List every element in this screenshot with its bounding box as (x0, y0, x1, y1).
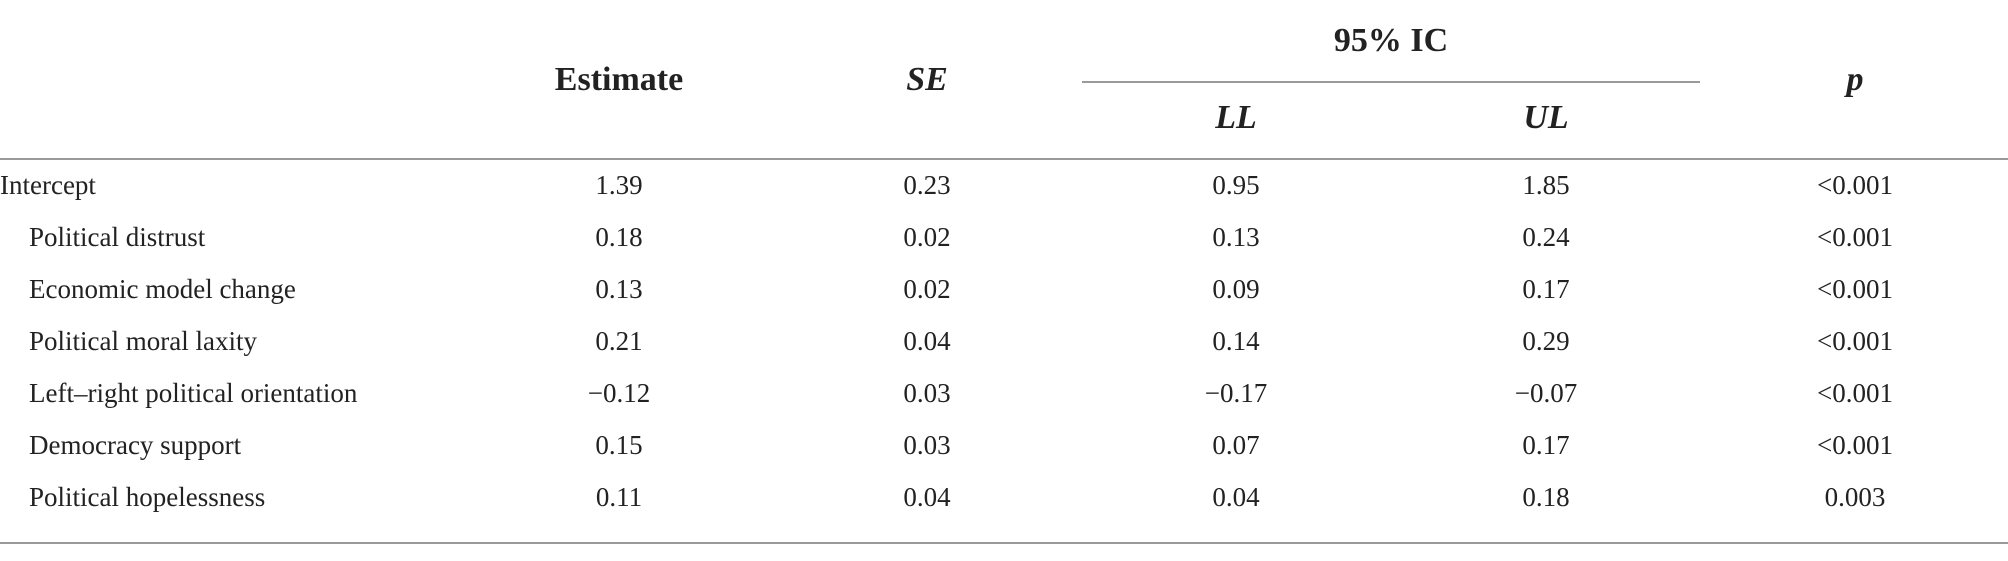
cell-se: 0.23 (903, 170, 951, 200)
cell-se: 0.03 (903, 378, 951, 408)
cell-estimate: −0.12 (587, 378, 651, 408)
table-bottom-rule (0, 542, 2008, 544)
row-label: Political distrust (29, 222, 206, 252)
cell-ul: −0.07 (1514, 378, 1578, 408)
cell-ll: 0.13 (1212, 222, 1260, 252)
cell-estimate: 0.18 (595, 222, 643, 252)
cell-ul: 0.24 (1522, 222, 1570, 252)
header-ll: LL (1215, 99, 1257, 136)
cell-se: 0.02 (903, 222, 951, 252)
header-ci-group: 95% IC (1333, 22, 1449, 59)
cell-ll: 0.14 (1212, 326, 1260, 356)
table-row: Democracy support 0.15 0.03 0.07 0.17 <0… (0, 419, 2008, 471)
cell-ll: 0.95 (1212, 170, 1260, 200)
cell-ll: 0.04 (1212, 482, 1260, 512)
table-row: Political distrust 0.18 0.02 0.13 0.24 <… (0, 211, 2008, 263)
cell-ll: 0.09 (1212, 274, 1260, 304)
table-row: Intercept 1.39 0.23 0.95 1.85 <0.001 (0, 159, 2008, 211)
cell-se: 0.04 (903, 326, 951, 356)
table-row: Political hopelessness 0.11 0.04 0.04 0.… (0, 471, 2008, 523)
cell-ll: 0.07 (1212, 430, 1260, 460)
cell-se: 0.04 (903, 482, 951, 512)
cell-p: <0.001 (1817, 170, 1893, 200)
cell-ul: 0.18 (1522, 482, 1570, 512)
row-label: Economic model change (29, 274, 296, 304)
row-label: Intercept (0, 170, 96, 200)
cell-estimate: 0.11 (595, 482, 643, 512)
cell-ll: −0.17 (1204, 378, 1268, 408)
cell-p: 0.003 (1824, 482, 1886, 512)
header-estimate: Estimate (554, 61, 684, 98)
header-se: SE (906, 61, 948, 98)
header-ul: UL (1523, 99, 1569, 136)
table-row: Economic model change 0.13 0.02 0.09 0.1… (0, 263, 2008, 315)
cell-p: <0.001 (1817, 378, 1893, 408)
header-p: p (1846, 61, 1864, 98)
row-label: Democracy support (29, 430, 242, 460)
cell-p: <0.001 (1817, 274, 1893, 304)
cell-p: <0.001 (1817, 430, 1893, 460)
ci-group-rule (1082, 81, 1700, 83)
cell-p: <0.001 (1817, 326, 1893, 356)
row-label: Political hopelessness (29, 482, 266, 512)
cell-se: 0.03 (903, 430, 951, 460)
cell-ul: 0.17 (1522, 430, 1570, 460)
cell-ul: 0.17 (1522, 274, 1570, 304)
cell-estimate: 1.39 (595, 170, 643, 200)
cell-p: <0.001 (1817, 222, 1893, 252)
cell-estimate: 0.21 (595, 326, 643, 356)
cell-ul: 0.29 (1522, 326, 1570, 356)
cell-ul: 1.85 (1522, 170, 1570, 200)
table-row: Political moral laxity 0.21 0.04 0.14 0.… (0, 315, 2008, 367)
row-label: Political moral laxity (29, 326, 257, 356)
row-label: Left–right political orientation (29, 378, 358, 408)
cell-estimate: 0.15 (595, 430, 643, 460)
table-row: Left–right political orientation −0.12 0… (0, 367, 2008, 419)
cell-estimate: 0.13 (595, 274, 643, 304)
header-bottom-rule (0, 158, 2008, 160)
cell-se: 0.02 (903, 274, 951, 304)
